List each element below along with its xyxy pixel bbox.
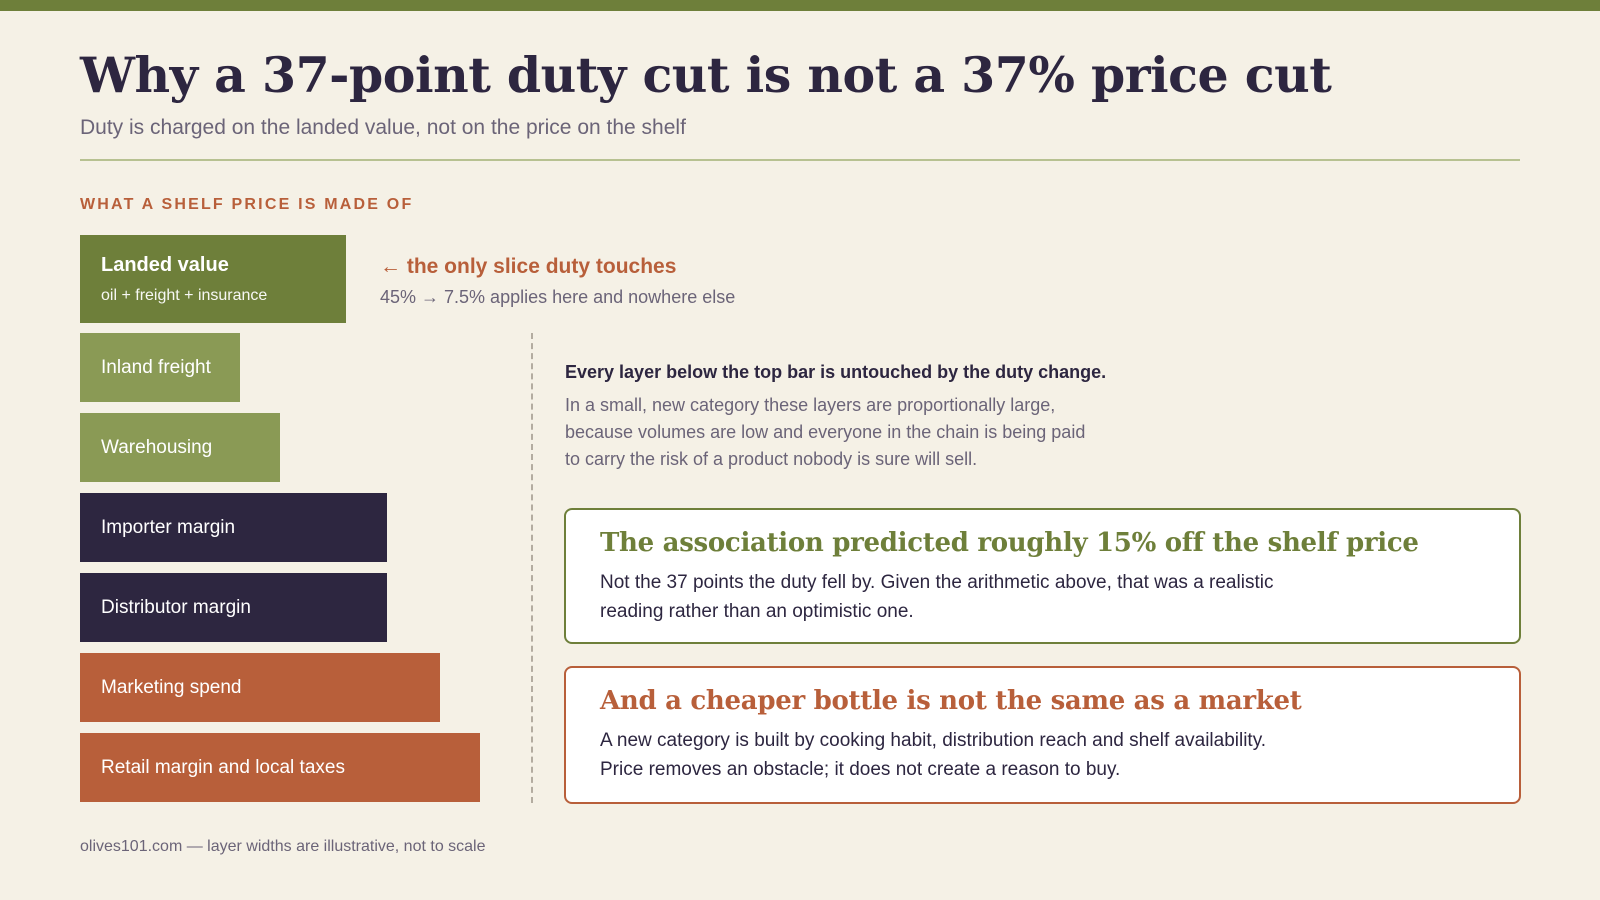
layer-label: Landed value — [101, 253, 229, 276]
layer-label: Warehousing — [101, 436, 213, 458]
note-body: In a small, new category these layers ar… — [565, 392, 1165, 473]
layer-label: Marketing spend — [101, 676, 242, 698]
header-divider — [80, 159, 1520, 161]
layer-retail-margin: Retail margin and local taxes — [80, 733, 480, 802]
note-line: to carry the risk of a product nobody is… — [565, 449, 978, 469]
note-line: In a small, new category these layers ar… — [565, 395, 1056, 415]
layer-label: Retail margin and local taxes — [101, 756, 345, 778]
duty-callout-heading: ← the only slice duty touches — [380, 255, 677, 278]
card-line: A new category is built by cooking habit… — [600, 730, 1267, 751]
layer-label: Distributor margin — [101, 596, 251, 618]
top-accent-bar — [0, 0, 1600, 11]
card-line: reading rather than an optimistic one. — [600, 601, 914, 622]
card-body: Not the 37 points the duty fell by. Give… — [600, 568, 1485, 626]
card-line: Price removes an obstacle; it does not c… — [600, 759, 1121, 780]
market-card: And a cheaper bottle is not the same as … — [564, 666, 1521, 804]
duty-callout-detail: 45% → 7.5% applies here and nowhere else — [380, 287, 736, 307]
card-title: And a cheaper bottle is not the same as … — [600, 686, 1302, 716]
layer-inland-freight: Inland freight — [80, 333, 240, 402]
card-line: Not the 37 points the duty fell by. Give… — [600, 572, 1274, 593]
section-label: WHAT A SHELF PRICE IS MADE OF — [80, 196, 414, 213]
prediction-card: The association predicted roughly 15% of… — [564, 508, 1521, 644]
layer-warehousing: Warehousing — [80, 413, 280, 482]
note-line: because volumes are low and everyone in … — [565, 422, 1086, 442]
card-body: A new category is built by cooking habit… — [600, 726, 1485, 784]
layer-distributor-margin: Distributor margin — [80, 573, 387, 642]
page-subtitle: Duty is charged on the landed value, not… — [80, 116, 686, 139]
note-heading: Every layer below the top bar is untouch… — [565, 362, 1107, 382]
layer-landed-value: Landed value oil + freight + insurance — [80, 235, 346, 323]
card-title: The association predicted roughly 15% of… — [600, 528, 1419, 558]
page-title: Why a 37-point duty cut is not a 37% pri… — [80, 46, 1332, 104]
layer-importer-margin: Importer margin — [80, 493, 387, 562]
layer-marketing-spend: Marketing spend — [80, 653, 440, 722]
layer-sublabel: oil + freight + insurance — [101, 286, 268, 304]
layer-label: Inland freight — [101, 356, 211, 378]
footer-note: olives101.com — layer widths are illustr… — [80, 838, 486, 855]
dashed-divider — [531, 333, 533, 803]
layer-label: Importer margin — [101, 516, 236, 538]
